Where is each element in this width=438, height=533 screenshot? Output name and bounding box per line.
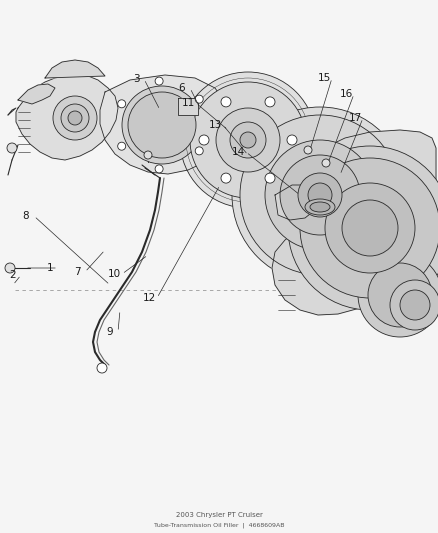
Circle shape — [180, 72, 316, 208]
Circle shape — [400, 290, 430, 320]
Text: 2: 2 — [10, 270, 16, 280]
Circle shape — [199, 135, 209, 145]
Circle shape — [287, 135, 297, 145]
Polygon shape — [100, 75, 228, 174]
Circle shape — [322, 159, 330, 167]
Circle shape — [118, 142, 126, 150]
Circle shape — [300, 158, 438, 298]
Text: 2003 Chrysler PT Cruiser: 2003 Chrysler PT Cruiser — [176, 512, 262, 518]
Circle shape — [232, 107, 408, 283]
Ellipse shape — [128, 92, 196, 158]
Text: 14: 14 — [231, 147, 245, 157]
Circle shape — [53, 96, 97, 140]
Circle shape — [358, 253, 438, 337]
Circle shape — [342, 200, 398, 256]
Polygon shape — [18, 84, 55, 104]
Text: 8: 8 — [23, 211, 29, 221]
Circle shape — [265, 173, 275, 183]
Text: Tube-Transmission Oil Filler  |  4668609AB: Tube-Transmission Oil Filler | 4668609AB — [154, 522, 284, 528]
Text: 7: 7 — [74, 267, 80, 277]
Circle shape — [216, 108, 280, 172]
Text: 6: 6 — [179, 83, 185, 93]
Circle shape — [230, 122, 266, 158]
Circle shape — [155, 165, 163, 173]
Circle shape — [308, 183, 332, 207]
Text: 13: 13 — [208, 120, 222, 130]
Circle shape — [97, 363, 107, 373]
Circle shape — [304, 146, 312, 154]
Circle shape — [240, 132, 256, 148]
Ellipse shape — [122, 86, 202, 164]
Polygon shape — [45, 60, 105, 78]
Circle shape — [280, 155, 360, 235]
Circle shape — [190, 82, 306, 198]
Text: 1: 1 — [47, 263, 53, 273]
Text: 15: 15 — [318, 73, 331, 83]
Polygon shape — [178, 98, 198, 115]
Polygon shape — [272, 130, 436, 315]
Circle shape — [325, 183, 415, 273]
Text: 16: 16 — [339, 89, 353, 99]
Text: 10: 10 — [107, 269, 120, 279]
Circle shape — [61, 104, 89, 132]
Text: 17: 17 — [348, 113, 362, 123]
Circle shape — [298, 173, 342, 217]
Text: 12: 12 — [142, 293, 155, 303]
Polygon shape — [8, 108, 16, 115]
Circle shape — [7, 143, 17, 153]
Circle shape — [265, 140, 375, 250]
Circle shape — [390, 280, 438, 330]
Polygon shape — [275, 185, 318, 220]
Circle shape — [5, 263, 15, 273]
Circle shape — [368, 263, 432, 327]
Circle shape — [68, 111, 82, 125]
Text: 11: 11 — [181, 98, 194, 108]
Circle shape — [240, 115, 400, 275]
Circle shape — [155, 77, 163, 85]
Circle shape — [288, 146, 438, 310]
Polygon shape — [16, 75, 118, 160]
Circle shape — [221, 97, 231, 107]
Circle shape — [195, 147, 203, 155]
Circle shape — [265, 97, 275, 107]
Ellipse shape — [305, 199, 335, 215]
Text: 9: 9 — [107, 327, 113, 337]
Circle shape — [118, 100, 126, 108]
Circle shape — [195, 95, 203, 103]
Ellipse shape — [310, 202, 330, 212]
Text: 3: 3 — [133, 74, 139, 84]
Circle shape — [144, 151, 152, 159]
Circle shape — [221, 173, 231, 183]
